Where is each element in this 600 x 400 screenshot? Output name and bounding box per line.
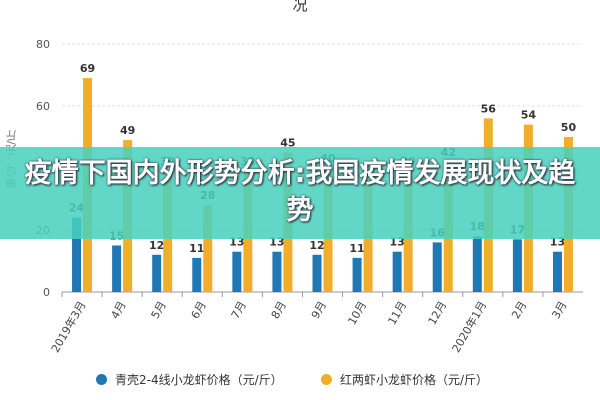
x-tick-label: 3月 (549, 299, 569, 321)
headline-banner: 疫情下国内外形势分析:我国疫情发展现状及趋势 (0, 147, 600, 239)
y-tick-label: 60 (36, 100, 50, 113)
x-tick-label: 11月 (385, 299, 409, 327)
bar-series-1 (72, 217, 82, 292)
data-label-series-2: 50 (561, 121, 577, 134)
bar-series-1 (192, 257, 202, 292)
legend-item-series-1[interactable]: 青壳2-4线小龙虾价格（元/斤） (96, 371, 283, 388)
data-label-series-2: 45 (280, 137, 295, 150)
x-tick-label: 4月 (108, 299, 128, 321)
bar-series-1 (552, 251, 562, 292)
legend-label-series-2: 红两虾小龙虾价格（元/斤） (340, 373, 489, 387)
data-label-series-1: 11 (349, 242, 364, 255)
legend-swatch-series-1 (96, 374, 107, 385)
bar-series-1 (312, 254, 322, 292)
x-tick-label: 6月 (189, 299, 209, 321)
bar-series-1 (152, 254, 162, 292)
x-tick-label: 5月 (149, 299, 169, 321)
x-tick-label: 8月 (269, 299, 289, 321)
data-label-series-2: 49 (120, 124, 135, 137)
bar-series-1 (472, 236, 482, 292)
bar-series-1 (352, 257, 362, 292)
x-tick-label: 2020年1月 (449, 299, 490, 355)
bar-series-1 (232, 251, 242, 292)
x-tick-label: 2月 (509, 299, 529, 321)
data-label-series-1: 12 (149, 239, 164, 252)
data-label-series-2: 54 (521, 109, 537, 122)
y-tick-label: 80 (36, 38, 50, 51)
legend-item-series-2[interactable]: 红两虾小龙虾价格（元/斤） (321, 371, 488, 388)
y-tick-label: 0 (43, 286, 50, 299)
bar-series-1 (112, 245, 122, 292)
x-tick-label: 10月 (345, 299, 369, 327)
x-tick-label: 9月 (309, 299, 329, 321)
chart-legend: 青壳2-4线小龙虾价格（元/斤） 红两虾小龙虾价格（元/斤） (0, 368, 600, 392)
legend-swatch-series-2 (321, 374, 332, 385)
legend-label-series-1: 青壳2-4线小龙虾价格（元/斤） (115, 373, 283, 387)
x-tick-label: 2019年3月 (48, 299, 89, 355)
data-label-series-2: 69 (80, 62, 95, 75)
headline-text: 疫情下国内外形势分析:我国疫情发展现状及趋势 (24, 158, 576, 226)
chart-title-fragment: 况 (292, 0, 308, 14)
bar-series-1 (432, 242, 442, 292)
x-tick-label: 7月 (229, 299, 249, 321)
bar-series-1 (272, 251, 282, 292)
bar-series-1 (392, 251, 402, 292)
bar-series-2 (203, 205, 213, 292)
bar-series-1 (512, 239, 522, 292)
data-label-series-1: 12 (309, 239, 324, 252)
x-tick-label: 12月 (426, 299, 450, 327)
data-label-series-1: 11 (189, 242, 204, 255)
data-label-series-2: 56 (481, 102, 497, 115)
